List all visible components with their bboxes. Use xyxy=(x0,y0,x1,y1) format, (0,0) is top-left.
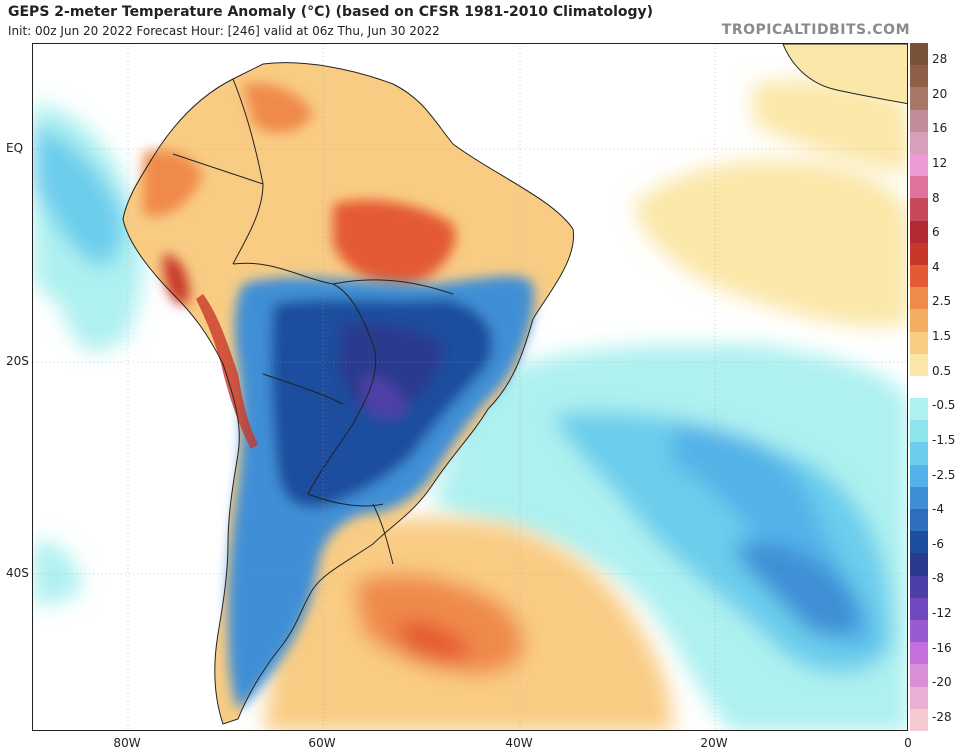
colorbar-segment xyxy=(910,464,928,488)
colorbar-segment xyxy=(910,220,928,244)
colorbar xyxy=(910,43,928,732)
atlantic-cool-anomaly xyxy=(433,344,907,730)
country-borders xyxy=(122,62,575,725)
colorbar-label: -6 xyxy=(932,536,944,551)
atlantic-warm-anomaly xyxy=(633,80,907,327)
south-atlantic-warm-anomaly xyxy=(263,518,673,730)
colorbar-label: 8 xyxy=(932,190,940,205)
lat-label-20s: 20S xyxy=(6,354,29,368)
colorbar-segment xyxy=(910,242,928,266)
colorbar-label: 4 xyxy=(932,259,940,274)
colorbar-segment xyxy=(910,43,928,66)
colorbar-label: -20 xyxy=(932,675,952,690)
colorbar-segment xyxy=(910,597,928,621)
colorbar-segment xyxy=(910,353,928,377)
colorbar-label: 0.5 xyxy=(932,363,952,378)
colorbar-segment xyxy=(910,198,928,222)
colorbar-label: -8 xyxy=(932,571,944,586)
colorbar-label: -16 xyxy=(932,640,952,655)
colorbar-segment xyxy=(910,486,928,510)
colorbar-label: -1.5 xyxy=(932,432,956,447)
colorbar-label: -4 xyxy=(932,502,944,517)
colorbar-segment xyxy=(910,509,928,532)
map-subtitle: Init: 00z Jun 20 2022 Forecast Hour: [24… xyxy=(8,24,440,38)
colorbar-segment xyxy=(910,620,928,643)
colorbar-segment xyxy=(910,553,928,577)
map-title: GEPS 2-meter Temperature Anomaly (°C) (b… xyxy=(8,4,654,20)
colorbar-label: 2.5 xyxy=(932,294,952,309)
andes-warm-streak xyxy=(196,294,258,449)
colorbar-label: -28 xyxy=(932,710,952,724)
colorbar-segment xyxy=(910,109,928,133)
lat-lon-grid xyxy=(33,44,907,730)
anomaly-map xyxy=(32,43,908,731)
land-cold-anomaly xyxy=(228,276,534,709)
colorbar-segment xyxy=(910,664,928,688)
colorbar-segment xyxy=(910,686,928,710)
colorbar-label: 6 xyxy=(932,225,940,240)
lon-label-80w: 80W xyxy=(113,736,141,750)
colorbar-label: 1.5 xyxy=(932,329,952,344)
pacific-cool-anomaly xyxy=(33,104,144,604)
lon-label-60w: 60W xyxy=(308,736,336,750)
colorbar-segment xyxy=(910,287,928,310)
colorbar-segment xyxy=(910,87,928,111)
lat-label-eq: EQ xyxy=(6,141,24,155)
colorbar-segment xyxy=(910,420,928,443)
colorbar-segment xyxy=(910,398,928,421)
colorbar-label: -2.5 xyxy=(932,467,956,482)
colorbar-label: 12 xyxy=(932,155,948,170)
colorbar-segment xyxy=(910,575,928,599)
colorbar-segment xyxy=(910,309,928,332)
africa-corner xyxy=(782,44,907,105)
colorbar-label: -12 xyxy=(932,606,952,621)
colorbar-segment xyxy=(910,264,928,288)
colorbar-segment xyxy=(910,131,928,155)
colorbar-label: -0.5 xyxy=(932,398,956,413)
colorbar-label: 28 xyxy=(932,52,948,66)
lon-label-40w: 40W xyxy=(505,736,533,750)
colorbar-segment xyxy=(910,375,928,399)
lon-label-0: 0 xyxy=(904,736,912,750)
map-canvas xyxy=(33,44,907,730)
lat-label-40s: 40S xyxy=(6,566,29,580)
colorbar-segment xyxy=(910,708,928,732)
colorbar-segment xyxy=(910,531,928,554)
lon-label-20w: 20W xyxy=(700,736,728,750)
colorbar-segment xyxy=(910,176,928,199)
colorbar-segment xyxy=(910,442,928,466)
brand-watermark: TROPICALTIDBITS.COM xyxy=(721,22,910,38)
land-warm-anomaly xyxy=(143,83,456,305)
colorbar-label: 20 xyxy=(932,86,948,101)
colorbar-segment xyxy=(910,153,928,177)
colorbar-segment xyxy=(910,642,928,665)
colorbar-segment xyxy=(910,331,928,355)
colorbar-segment xyxy=(910,65,928,88)
colorbar-label: 16 xyxy=(932,121,948,136)
